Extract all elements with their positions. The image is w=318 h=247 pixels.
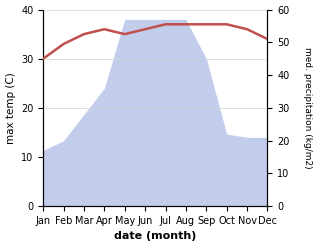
Y-axis label: med. precipitation (kg/m2): med. precipitation (kg/m2) (303, 47, 313, 169)
Y-axis label: max temp (C): max temp (C) (5, 72, 16, 144)
X-axis label: date (month): date (month) (114, 231, 197, 242)
